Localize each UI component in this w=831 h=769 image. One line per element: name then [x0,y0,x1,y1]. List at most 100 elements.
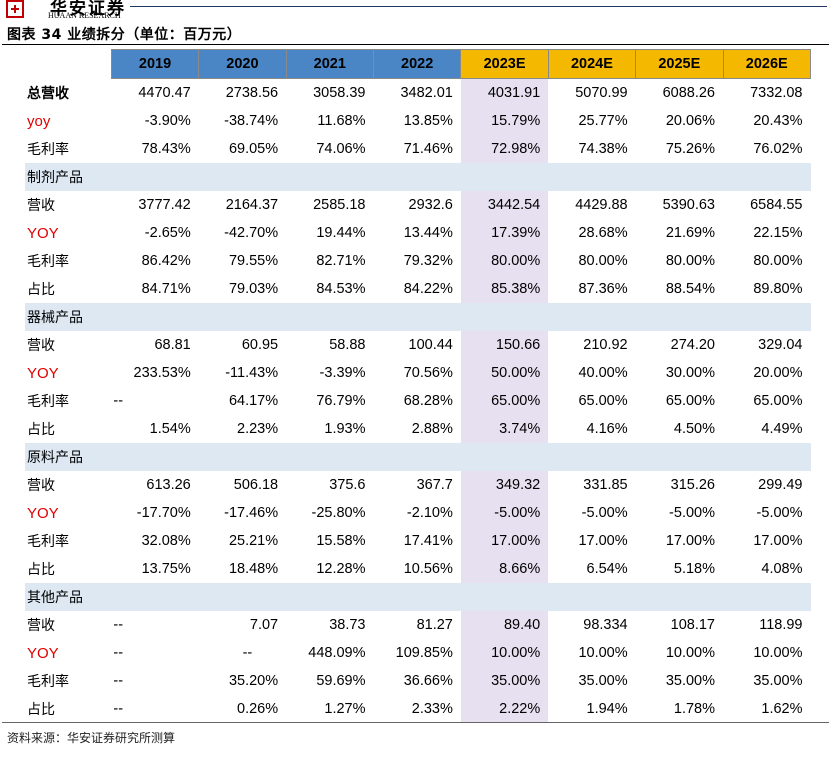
table-cell: 20.00% [753,365,803,381]
table-row: 营收 -- 7.07 38.73 81.27 89.40 98.334 108.17 118.9… [25,611,811,639]
table-cell: 13.75% [141,561,191,577]
table-cell: 8.66% [460,555,549,583]
table-cell: 35.00% [460,667,549,695]
table-cell: 3442.54 [460,191,549,219]
table-cell: 38.73 [329,617,366,633]
table-cell: 5070.99 [575,85,628,101]
table-cell: 19.44% [316,225,366,241]
table-cell: 35.20% [228,673,279,689]
table-cell: 3.74% [460,415,549,443]
table-cell: -- [113,701,124,717]
table-cell: 79.55% [228,253,279,269]
table-cell: 7332.08 [750,85,803,101]
table-cell: 71.46% [403,141,453,157]
table-cell: 299.49 [758,477,803,493]
table-cell: 6.54% [586,561,628,577]
table-cell: 20.06% [665,113,715,129]
year-header: 2021 [285,49,375,79]
table-row: 营收 3777.42 2164.37 2585.18 2932.6 3442.54 4429… [25,191,811,219]
table-cell: 50.00% [460,359,549,387]
table-cell: -3.90% [144,113,191,129]
table-cell: 25.77% [578,113,628,129]
table-cell: 150.66 [460,331,549,359]
table-cell: -42.70% [224,225,279,241]
table-cell: -11.43% [225,365,279,381]
table-cell: 4470.47 [138,85,191,101]
table-cell: 15.58% [316,533,366,549]
table-cell: 80.00% [578,253,628,269]
row-label: 营收 [27,338,55,354]
table-cell: -- [113,645,124,661]
table-cell: 13.44% [403,225,453,241]
row-label: 营收 [27,478,55,494]
table-cell: 1.78% [673,701,715,717]
section-header-row: 原料产品 [25,443,811,471]
table-cell: 12.28% [316,561,366,577]
table-cell: 68.81 [154,337,191,353]
table-cell: 74.38% [578,141,628,157]
table-cell: 76.02% [753,141,803,157]
table-row: 占比 13.75% 18.48% 12.28% 10.56% 8.66% 6.54% 5.18… [25,555,811,583]
table-cell: 2.23% [237,421,279,437]
table-cell: 18.48% [228,561,279,577]
table-row: YOY -2.65% -42.70% 19.44% 13.44% 17.39% 28.68%… [25,219,811,247]
table-row: 毛利率 86.42% 79.55% 82.71% 79.32% 80.00% 80.00% 8… [25,247,811,275]
table-cell: -- [242,645,253,661]
row-label: 毛利率 [27,142,69,158]
table-cell: 59.69% [316,673,366,689]
table-cell: 40.00% [578,365,628,381]
table-cell: 10.00% [665,645,715,661]
table-cell: 233.53% [133,365,191,381]
row-label: 占比 [27,562,55,578]
section-label: 其他产品 [25,583,811,611]
row-label: 毛利率 [27,394,69,410]
table-cell: 0.26% [237,701,279,717]
table-cell: 2932.6 [408,197,453,213]
table-cell: 4031.91 [460,78,549,107]
row-label: YOY [27,644,59,662]
table-row: 营收 613.26 506.18 375.6 367.7 349.32 331.85 315.… [25,471,811,499]
table-cell: 10.56% [403,561,453,577]
table-cell: 98.334 [583,617,628,633]
table-cell: 35.00% [753,673,803,689]
section-label: 原料产品 [25,443,811,471]
table-cell: 84.71% [141,281,191,297]
table-cell: 35.00% [578,673,628,689]
table-cell: 2585.18 [313,197,366,213]
table-cell: 367.7 [416,477,453,493]
table-caption: 图表 34 业绩拆分（单位：百万元） [7,27,242,43]
table-cell: 108.17 [670,617,715,633]
table-cell: 17.00% [753,533,803,549]
table-cell: 17.00% [578,533,628,549]
table-cell: -17.46% [224,505,279,521]
table-cell: 10.00% [753,645,803,661]
table-cell: -2.65% [144,225,191,241]
table-cell: 82.71% [316,253,366,269]
table-cell: 36.66% [403,673,453,689]
table-cell: 84.53% [316,281,366,297]
forecast-table: 2019 2020 2021 2022 2023E 2024E 2025E 2026E 总营收… [25,49,811,723]
table-cell: 35.00% [665,673,715,689]
table-cell: 10.00% [460,639,549,667]
table-cell: 17.00% [665,533,715,549]
table-cell: 100.44 [408,337,453,353]
table-row: yoy -3.90% -38.74% 11.68% 13.85% 15.79% 25.77%… [25,107,811,135]
header-divider [130,6,827,7]
table-cell: -- [113,617,124,633]
table-cell: 75.26% [665,141,715,157]
table-cell: 84.22% [403,281,453,297]
row-label: 毛利率 [27,254,69,270]
table-cell: 69.05% [228,141,279,157]
table-cell: 28.68% [578,225,628,241]
row-label: 占比 [27,702,55,718]
table-cell: 80.00% [753,253,803,269]
table-cell: 20.43% [753,113,803,129]
table-cell: 89.40 [460,611,549,639]
table-cell: 64.17% [228,393,279,409]
table-cell: 80.00% [665,253,715,269]
table-cell: 2.88% [411,421,453,437]
table-cell: -3.39% [319,365,366,381]
table-row: 占比 84.71% 79.03% 84.53% 84.22% 85.38% 87.36% 88… [25,275,811,303]
table-cell: 87.36% [578,281,628,297]
table-cell: -- [113,673,124,689]
